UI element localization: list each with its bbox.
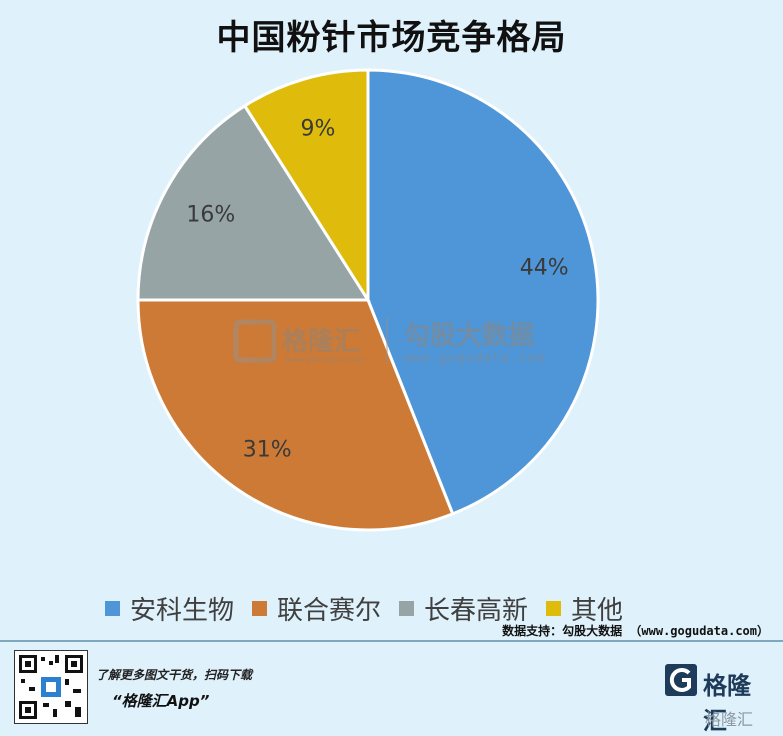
legend-swatch [252, 601, 268, 616]
legend-item-3: 长春高新 [399, 590, 528, 627]
chart-title: 中国粉针市场竞争格局 [216, 18, 567, 58]
watermark: 格隆汇 www.gelonghui.com 勾股大数据 www.gogudata… [233, 318, 545, 366]
watermark-brand-url: www.gelonghui.com [285, 355, 366, 364]
legend-label: 长春高新 [424, 596, 529, 626]
data-label-2: 31% [243, 437, 292, 462]
legend-item-1: 安科生物 [105, 590, 234, 627]
legend: 安科生物 联合赛尔 长春高新 其他 [105, 590, 623, 627]
pie-slice-4 [242, 68, 370, 306]
legend-swatch [105, 601, 120, 616]
pie-slice-1 [366, 68, 600, 516]
brand-logo-icon [665, 664, 697, 696]
footer-app-name: “格隆汇App” [112, 692, 210, 710]
qr-code-icon[interactable] [14, 650, 88, 724]
brand-watermark-small: 格隆汇 [705, 710, 754, 729]
pie-slice-3 [136, 103, 371, 302]
pie-slices [136, 68, 600, 532]
legend-item-2: 联合赛尔 [252, 590, 381, 627]
brand-logo: 格隆汇 [665, 664, 773, 735]
legend-label: 安科生物 [130, 596, 235, 626]
source-note: 数据支持：勾股大数据 （www.gogudata.com） [502, 624, 769, 638]
legend-swatch [399, 601, 415, 616]
watermark-logo-icon [233, 319, 277, 363]
footer: 了解更多图文干货，扫码下载 “格隆汇App” 格隆汇 [0, 642, 783, 736]
brand-name: 格隆汇 [703, 672, 751, 735]
pie-slice-2 [136, 298, 455, 532]
data-label-3: 16% [186, 203, 235, 228]
legend-swatch [546, 601, 562, 616]
data-label-1: 44% [520, 255, 569, 280]
watermark-partner-url: www.gogudata.com [404, 351, 545, 366]
pie-labels: 44% 31% 16% 9% [186, 117, 568, 463]
footer-divider [0, 640, 783, 642]
legend-label: 其他 [571, 596, 624, 626]
data-label-4: 9% [300, 117, 335, 142]
legend-item-4: 其他 [546, 590, 623, 627]
watermark-brand: 格隆汇 [282, 326, 360, 357]
watermark-partner: 勾股大数据 [404, 321, 534, 351]
legend-label: 联合赛尔 [277, 596, 382, 626]
footer-promo-text: 了解更多图文干货，扫码下载 [96, 668, 253, 682]
